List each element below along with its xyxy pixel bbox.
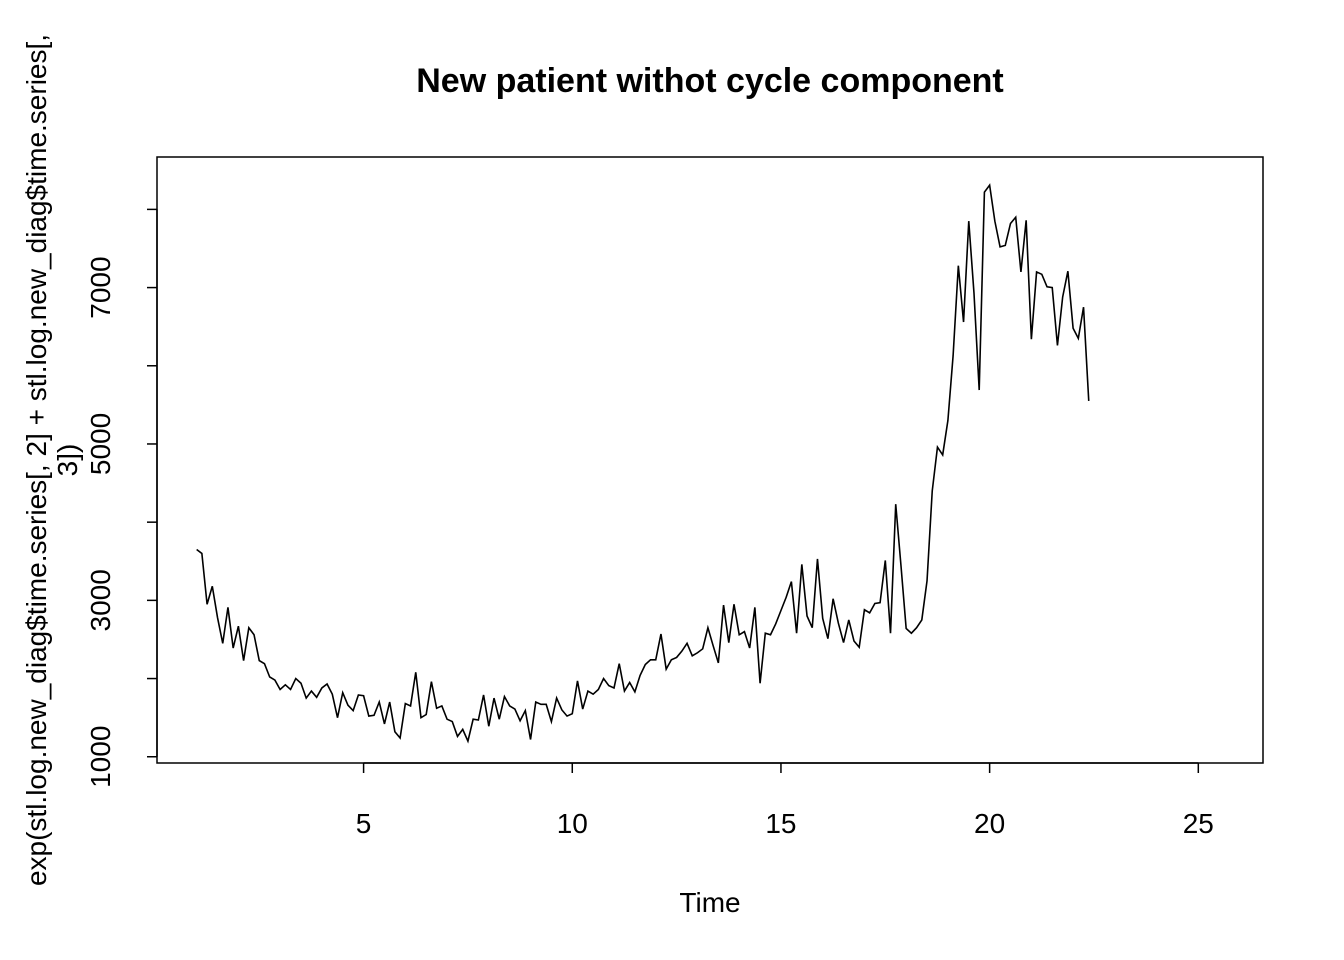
- y-tick-label: 7000: [85, 256, 116, 318]
- y-axis: 1000 3000 5000 7000: [85, 208, 158, 788]
- y-tick-label: 5000: [85, 413, 116, 475]
- x-tick-label: 20: [974, 808, 1005, 839]
- x-axis-title: Time: [679, 887, 740, 918]
- x-tick-label: 5: [356, 808, 372, 839]
- y-axis-title-line-2: 3]): [52, 444, 83, 477]
- x-axis: 5 10 15 20 25: [356, 762, 1214, 839]
- x-tick-label: 25: [1183, 808, 1214, 839]
- y-tick-label: 3000: [85, 569, 116, 631]
- plot-frame: [156, 156, 1264, 764]
- chart-title: New patient withot cycle component: [416, 62, 1004, 100]
- series-line: [196, 183, 1090, 744]
- y-tick-label: 1000: [85, 726, 116, 788]
- y-axis-title-line-1: exp(stl.log.new_diag$time.series[, 2] + …: [21, 34, 52, 886]
- x-tick-label: 10: [557, 808, 588, 839]
- x-tick-label: 15: [765, 808, 796, 839]
